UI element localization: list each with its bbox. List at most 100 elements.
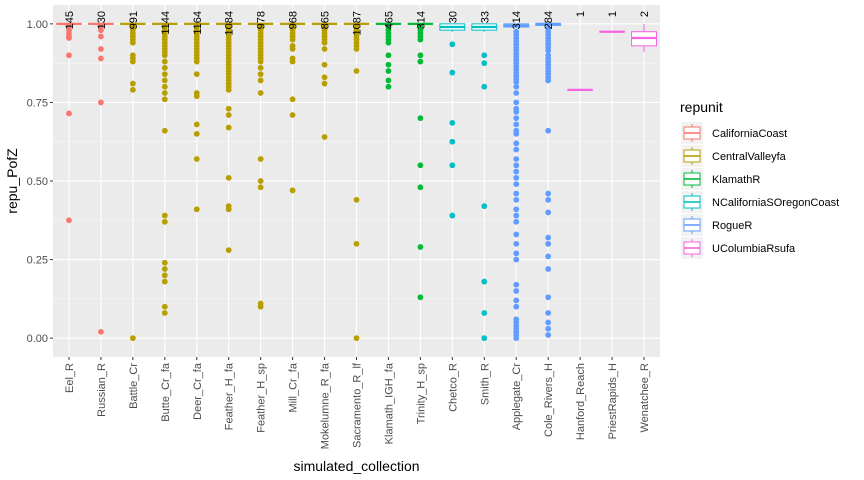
- outlier-point: [513, 168, 520, 175]
- x-tick-label: Hanford_Reach: [575, 363, 587, 440]
- legend-label: CaliforniaCoast: [712, 128, 787, 140]
- outlier-point: [161, 266, 168, 272]
- outlier-point: [513, 90, 520, 96]
- outlier-point: [449, 212, 456, 219]
- outlier-point: [98, 46, 104, 52]
- count-label: 130: [96, 11, 108, 29]
- outlier-point: [289, 36, 296, 43]
- outlier-point: [417, 294, 424, 301]
- outlier-point: [225, 105, 232, 112]
- outlier-point: [193, 156, 200, 162]
- outlier-point: [161, 303, 168, 310]
- outlier-point: [545, 332, 552, 338]
- outlier-point: [449, 162, 456, 169]
- legend-label: KlamathR: [712, 174, 760, 186]
- outlier-point: [129, 58, 136, 65]
- legend-label: UColumbiaRsufa: [712, 243, 796, 255]
- x-tick-label: Wenatchee_R: [639, 363, 651, 433]
- outlier-point: [289, 96, 296, 103]
- count-label: 30: [447, 11, 459, 23]
- outlier-point: [545, 127, 552, 134]
- outlier-point: [193, 58, 200, 65]
- outlier-point: [66, 217, 72, 224]
- outlier-point: [545, 319, 552, 326]
- outlier-point: [513, 335, 520, 342]
- outlier-point: [161, 77, 168, 84]
- x-tick-label: Mokelumne_R_fa: [320, 362, 332, 449]
- legend-item-RogueR: RogueR: [681, 214, 752, 236]
- outlier-point: [481, 203, 488, 210]
- x-tick-label: Smith_R: [479, 363, 491, 405]
- outlier-point: [98, 27, 104, 34]
- outlier-point: [225, 86, 232, 93]
- outlier-point: [257, 71, 264, 78]
- count-label: 145: [64, 11, 76, 29]
- legend: repunit CaliforniaCoast CentralValleyfa Kl…: [680, 99, 839, 259]
- count-label: 314: [511, 11, 523, 29]
- boxplot-Smith_R: [471, 23, 498, 342]
- outlier-point: [449, 69, 456, 76]
- outlier-point: [289, 46, 296, 52]
- outlier-point: [481, 83, 488, 90]
- outlier-point: [545, 310, 552, 316]
- outlier-point: [417, 52, 424, 59]
- outlier-point: [161, 83, 168, 90]
- count-label: 865: [320, 11, 332, 29]
- outlier-point: [449, 41, 456, 48]
- x-tick-label: Applegate_Cr: [511, 363, 523, 431]
- x-axis-ticks: Eel_R Russian_R Battle_Cr Butte_Cr_fa Deer_C…: [64, 357, 651, 449]
- outlier-point: [513, 206, 520, 213]
- outlier-point: [129, 80, 136, 87]
- outlier-point: [161, 272, 168, 279]
- outlier-point: [545, 325, 552, 332]
- outlier-point: [417, 184, 424, 191]
- outlier-point: [513, 250, 520, 257]
- outlier-point: [513, 130, 520, 137]
- outlier-point: [161, 127, 168, 134]
- outlier-point: [321, 39, 328, 46]
- outlier-point: [545, 294, 552, 301]
- outlier-point: [257, 64, 264, 71]
- boxplot-Cole_Rivers_H: [535, 22, 562, 338]
- outlier-point: [321, 46, 328, 52]
- outlier-point: [513, 240, 520, 247]
- x-tick-label: Eel_R: [64, 363, 76, 393]
- outlier-point: [225, 206, 232, 213]
- outlier-point: [417, 162, 424, 169]
- legend-item-CaliforniaCoast: CaliforniaCoast: [681, 122, 787, 144]
- outlier-point: [161, 310, 168, 316]
- outlier-point: [449, 138, 456, 145]
- boxplot-Chetco_R: [439, 23, 466, 219]
- y-axis-ticks: 0.00 0.25 0.50 0.75 1.00: [27, 19, 53, 345]
- outlier-point: [513, 196, 520, 203]
- legend-title: repunit: [680, 99, 723, 115]
- outlier-point: [193, 206, 200, 213]
- outlier-point: [225, 124, 232, 131]
- outlier-point: [66, 35, 72, 41]
- count-label: 991: [128, 11, 140, 29]
- outlier-point: [193, 93, 200, 100]
- outlier-point: [257, 303, 264, 310]
- x-tick-label: Mill_Cr_fa: [288, 362, 300, 412]
- outlier-point: [545, 240, 552, 247]
- count-label: 284: [543, 11, 555, 29]
- outlier-point: [353, 335, 360, 342]
- outlier-point: [129, 39, 136, 46]
- outlier-point: [257, 90, 264, 96]
- boxplot-Mill_Cr_fa: [279, 22, 306, 194]
- y-tick-label: 1.00: [27, 19, 48, 31]
- outlier-point: [129, 86, 136, 93]
- x-tick-label: Trinity_H_sp: [415, 363, 427, 424]
- outlier-point: [385, 52, 392, 59]
- legend-item-NCaliforniaSOregonCoast: NCaliforniaSOregonCoast: [681, 191, 839, 213]
- outlier-point: [513, 303, 520, 310]
- boxplot-Applegate_Cr: [503, 23, 530, 342]
- count-label: 1144: [160, 11, 172, 35]
- outlier-point: [257, 77, 264, 84]
- x-tick-label: Klamath_IGH_fa: [383, 362, 395, 444]
- outlier-point: [417, 244, 424, 250]
- count-label: 1164: [192, 11, 204, 35]
- legend-label: CentralValleyfa: [712, 151, 787, 163]
- outlier-point: [161, 64, 168, 71]
- outlier-point: [161, 96, 168, 103]
